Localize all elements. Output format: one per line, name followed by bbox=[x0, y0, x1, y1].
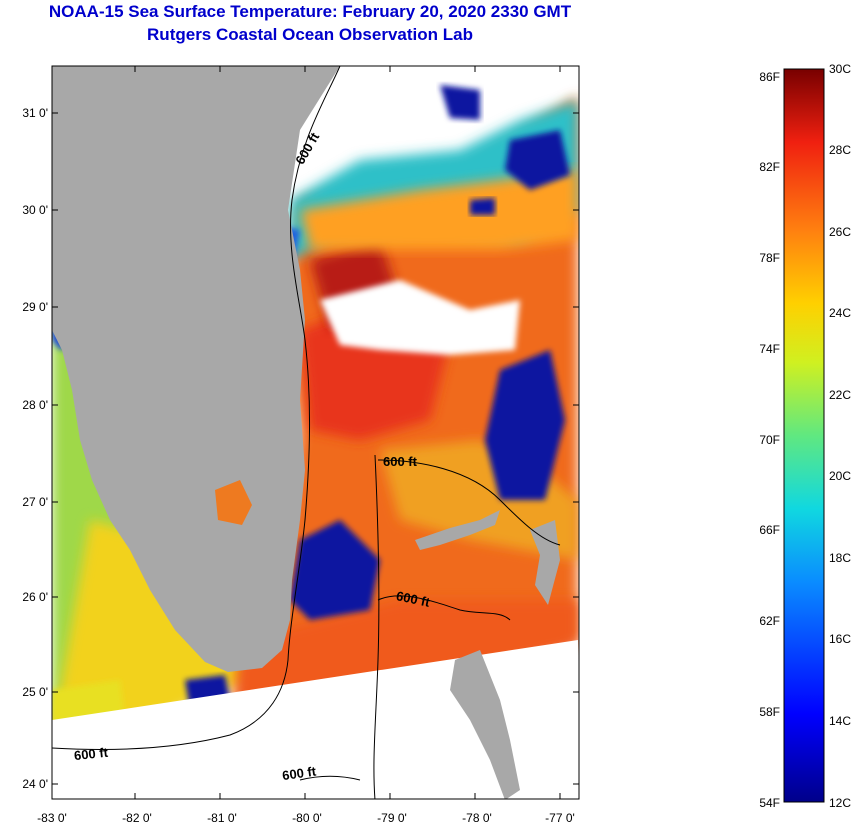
scale-c-18: 18C bbox=[829, 551, 851, 565]
florida-land bbox=[52, 66, 340, 672]
color-ramp bbox=[783, 68, 825, 803]
scale-c-12: 12C bbox=[829, 796, 851, 810]
north-yellow-band bbox=[300, 170, 578, 250]
contour-great-bahama bbox=[377, 595, 511, 621]
lon-label-83: -83 0' bbox=[37, 811, 67, 825]
scale-f-78: 78F bbox=[759, 251, 780, 265]
cold-patch-3 bbox=[505, 130, 570, 190]
lat-label-26: 26 0' bbox=[22, 590, 48, 604]
lat-label-30: 30 0' bbox=[22, 203, 48, 217]
scale-c-14: 14C bbox=[829, 714, 851, 728]
lon-label-80: -80 0' bbox=[292, 811, 322, 825]
cold-patch-1 bbox=[290, 520, 380, 620]
contour-florida-shelf bbox=[52, 66, 341, 750]
contour-label-4: 600 ft bbox=[73, 745, 109, 764]
contour-label-2: 600 ft bbox=[383, 454, 418, 469]
title-line-1: NOAA-15 Sea Surface Temperature: Februar… bbox=[48, 2, 572, 21]
scale-c-20: 20C bbox=[829, 469, 851, 483]
scale-f-62: 62F bbox=[759, 614, 780, 628]
scale-f-54: 54F bbox=[759, 796, 780, 810]
isobath-contours bbox=[52, 66, 561, 799]
lon-label-79: -79 0' bbox=[377, 811, 407, 825]
abaco bbox=[530, 520, 560, 605]
lat-label-25: 25 0' bbox=[22, 685, 48, 699]
lat-tick-marks bbox=[52, 112, 579, 785]
lat-label-29: 29 0' bbox=[22, 300, 48, 314]
andros bbox=[450, 650, 520, 799]
lon-label-82: -82 0' bbox=[122, 811, 152, 825]
contour-south bbox=[299, 775, 361, 781]
cold-patch-5 bbox=[470, 198, 495, 215]
lake-okeechobee-2 bbox=[215, 480, 252, 525]
cold-patch-4 bbox=[440, 85, 480, 120]
lon-label-77: -77 0' bbox=[545, 811, 575, 825]
title-line-2: Rutgers Coastal Ocean Observation Lab bbox=[147, 25, 473, 44]
sst-map: 600 ft 600 ft 600 ft 600 ft 600 ft 31 0'… bbox=[22, 65, 580, 825]
scale-f-58: 58F bbox=[759, 705, 780, 719]
scale-c-28: 28C bbox=[829, 143, 851, 157]
contour-label-5: 600 ft bbox=[281, 763, 317, 783]
contour-little-bahama bbox=[377, 459, 561, 546]
no-data-area bbox=[52, 640, 578, 799]
scale-f-66: 66F bbox=[759, 523, 780, 537]
scale-c-26: 26C bbox=[829, 225, 851, 239]
contour-bahamas-west bbox=[373, 454, 380, 799]
scale-f-86: 86F bbox=[759, 70, 780, 84]
scale-c-24: 24C bbox=[829, 306, 851, 320]
lat-label-24: 24 0' bbox=[22, 777, 48, 791]
lon-label-81: -81 0' bbox=[207, 811, 237, 825]
map-frame bbox=[51, 65, 580, 800]
color-scale-bar: 86F 82F 78F 74F 70F 66F 62F 58F 54F 30C … bbox=[759, 62, 851, 810]
cloud-gap-1 bbox=[320, 280, 520, 355]
scale-c-22: 22C bbox=[829, 388, 851, 402]
lon-tick-marks bbox=[51, 66, 561, 799]
cold-patch-2 bbox=[485, 350, 565, 500]
grand-bahama bbox=[415, 510, 500, 550]
scale-f-74: 74F bbox=[759, 342, 780, 356]
lat-label-31: 31 0' bbox=[22, 106, 48, 120]
scale-f-70: 70F bbox=[759, 433, 780, 447]
lat-label-27: 27 0' bbox=[22, 495, 48, 509]
scale-f-82: 82F bbox=[759, 160, 780, 174]
contour-label-3: 600 ft bbox=[395, 588, 432, 610]
scale-c-16: 16C bbox=[829, 632, 851, 646]
sst-swath bbox=[52, 85, 578, 770]
lat-label-28: 28 0' bbox=[22, 398, 48, 412]
lon-label-78: -78 0' bbox=[462, 811, 492, 825]
scale-c-30: 30C bbox=[829, 62, 851, 76]
